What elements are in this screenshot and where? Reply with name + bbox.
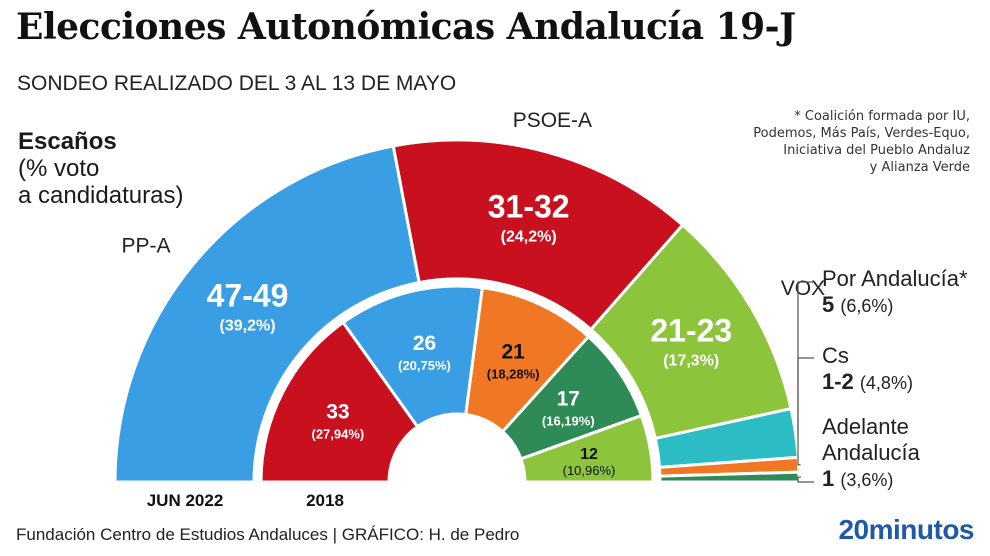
outer-seats-label-vox: 21-23 — [650, 313, 732, 349]
inner-ring-caption: 2018 — [306, 491, 344, 510]
side-label-party: Por Andalucía* — [822, 266, 968, 291]
outer-seats-label-pp-a: 47-49 — [207, 277, 289, 313]
outer-vote-label-vox: (17,3%) — [663, 353, 719, 370]
outer-vote-label-pp-a: (39,2%) — [220, 317, 276, 334]
outer-slice-psoe-a — [391, 138, 685, 332]
brand-logo: 20minutos — [838, 514, 974, 545]
side-label-vote: (3,6%) — [840, 470, 894, 490]
inner-vote-label-adelante-andaluc-a: (16,19%) — [542, 413, 595, 428]
coalition-footnote: * Coalición formada por IU, Podemos, Más… — [670, 108, 970, 176]
chart-title: Elecciones Autonómicas Andalucía 19-J — [16, 6, 796, 48]
outer-seats-label-psoe-a: 31-32 — [488, 189, 570, 225]
inner-slice-cs — [464, 285, 591, 434]
side-label-cs: Cs 1-2 (4,8%) — [822, 343, 913, 396]
inner-vote-label-pp-a: (20,75%) — [398, 358, 451, 373]
inner-vote-label-psoe-a: (27,94%) — [311, 427, 364, 442]
seats-heading-title: Escaños — [18, 128, 117, 155]
footnote-line: * Coalición formada por IU, — [794, 109, 970, 124]
side-label-por-andalucia: Por Andalucía* 5 (6,6%) — [822, 266, 968, 319]
side-label-party: Adelante Andalucía — [822, 414, 920, 465]
source-footer: Fundación Centro de Estudios Andaluces |… — [16, 525, 520, 544]
footnote-line: y Alianza Verde — [869, 160, 970, 175]
outer-party-name-psoe-a: PSOE-A — [513, 109, 592, 132]
outer-party-name-vox: VOX — [781, 277, 825, 300]
side-label-vote: (4,8%) — [859, 373, 913, 393]
outer-ring-caption: JUN 2022 — [147, 491, 224, 510]
inner-seats-label-vox: 12 — [580, 446, 598, 463]
leader-line-cs — [797, 357, 814, 466]
side-label-seats: 5 — [822, 292, 835, 317]
leader-line-adelante-andaluc-a — [797, 476, 814, 483]
inner-slice-pp-a — [341, 284, 485, 429]
side-label-vote: (6,6%) — [840, 296, 894, 316]
inner-slice-psoe-a — [259, 320, 420, 484]
inner-slice-vox — [519, 413, 655, 484]
inner-seats-label-adelante-andaluc-a: 17 — [557, 387, 580, 410]
inner-vote-label-vox: (10,96%) — [563, 463, 616, 478]
inner-seats-label-psoe-a: 33 — [326, 401, 349, 424]
seats-heading-line: (% voto — [18, 155, 100, 182]
outer-party-name-pp-a: PP-A — [121, 235, 170, 258]
side-label-seats: 1-2 — [822, 369, 854, 394]
footnote-line: Podemos, Más País, Verdes-Equo, — [753, 126, 970, 141]
outer-vote-label-psoe-a: (24,2%) — [501, 229, 557, 246]
seats-heading-line: a candidaturas) — [18, 182, 184, 209]
seats-heading: Escaños (% voto a candidaturas) — [18, 128, 183, 209]
inner-seats-label-cs: 21 — [501, 340, 525, 363]
chart-subtitle: SONDEO REALIZADO DEL 3 AL 13 DE MAYO — [17, 72, 457, 95]
outer-slice-pp-a — [113, 144, 421, 484]
outer-slice-adelante-andaluc-a — [658, 470, 801, 484]
side-label-party: Cs — [822, 343, 849, 368]
footnote-line: Iniciativa del Pueblo Andaluz — [783, 143, 970, 158]
inner-vote-label-cs: (18,28%) — [487, 366, 540, 381]
side-label-adelante: Adelante Andalucía 1 (3,6%) — [822, 414, 972, 493]
inner-seats-label-pp-a: 26 — [413, 332, 436, 355]
side-label-seats: 1 — [822, 466, 835, 491]
